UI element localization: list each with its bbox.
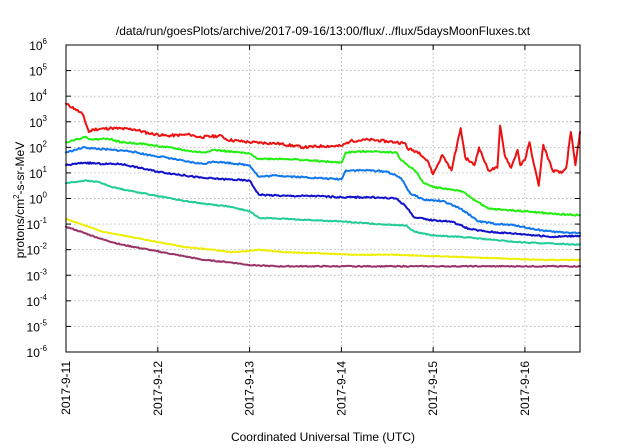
x-tick-labels: 2017-9-11 2017-9-12 2017-9-13 2017-9-14 2017… (59, 361, 532, 416)
y-tick-base: 10 (29, 65, 43, 79)
flux-series-4 (65, 161, 581, 239)
x-tick-label: 2017-9-13 (243, 361, 257, 416)
y-tick-exponent: -1 (40, 216, 48, 225)
y-tick-label: 10-1 (27, 216, 48, 232)
y-tick-exponent: 2 (43, 139, 48, 148)
y-axis-label-sup: 2 (12, 194, 21, 199)
y-tick-label: 100 (29, 191, 47, 207)
y-tick-exponent: -6 (40, 344, 48, 353)
axis-ticks (65, 44, 580, 353)
y-tick-base: 10 (27, 295, 41, 309)
y-tick-base: 10 (29, 39, 43, 53)
grid-lines (66, 45, 580, 352)
y-tick-exponent: -5 (40, 318, 48, 327)
y-tick-exponent: 4 (43, 88, 48, 97)
y-tick-label: 10-5 (27, 318, 48, 334)
y-tick-base: 10 (27, 269, 41, 283)
chart-title: /data/run/goesPlots/archive/2017-09-16/1… (116, 24, 531, 38)
y-tick-exponent: 0 (43, 191, 48, 200)
y-tick-exponent: -3 (40, 267, 48, 276)
y-tick-base: 10 (27, 218, 41, 232)
y-tick-label: 103 (29, 114, 47, 130)
y-tick-base: 10 (29, 193, 43, 207)
flux-series-3 (65, 146, 581, 235)
y-axis-label-base: protons/cm (13, 199, 27, 258)
x-axis-label: Coordinated Universal Time (UTC) (231, 430, 415, 444)
x-tick-label: 2017-9-16 (518, 361, 532, 416)
y-tick-exponent: 6 (43, 37, 48, 46)
flux-series-6 (65, 218, 581, 262)
y-tick-exponent: 1 (43, 165, 48, 174)
series-lines (65, 102, 581, 268)
y-tick-label: 10-2 (27, 242, 48, 258)
y-tick-base: 10 (27, 346, 41, 360)
flux-series-5 (65, 179, 581, 246)
x-tick-label: 2017-9-14 (334, 361, 348, 416)
y-tick-exponent: 5 (43, 63, 48, 72)
y-tick-label: 10-4 (27, 293, 48, 309)
y-tick-exponent: 3 (43, 114, 48, 123)
y-tick-label: 102 (29, 139, 47, 155)
x-tick-label: 2017-9-12 (151, 361, 165, 416)
y-tick-label: 104 (29, 88, 47, 104)
y-tick-exponent: -2 (40, 242, 48, 251)
y-tick-label: 106 (29, 37, 47, 53)
y-tick-labels: 10-610-510-410-310-210-11001011021031041… (27, 37, 48, 360)
y-tick-label: 10-3 (27, 267, 48, 283)
flux-series-1 (65, 102, 581, 187)
y-axis-label-rest: -s-sr-MeV (13, 142, 27, 195)
flux-series-7 (65, 225, 581, 268)
y-tick-base: 10 (27, 320, 41, 334)
y-tick-base: 10 (29, 116, 43, 130)
y-tick-base: 10 (27, 244, 41, 258)
y-tick-base: 10 (29, 90, 43, 104)
flux-series-2 (65, 135, 581, 217)
y-tick-label: 105 (29, 63, 47, 79)
y-tick-label: 10-6 (27, 344, 48, 360)
y-tick-base: 10 (29, 167, 43, 181)
x-tick-label: 2017-9-15 (426, 361, 440, 416)
y-tick-base: 10 (29, 141, 43, 155)
y-tick-label: 101 (29, 165, 47, 181)
y-tick-exponent: -4 (40, 293, 48, 302)
y-axis-label: protons/cm2-s-sr-MeV (12, 142, 27, 258)
x-tick-label: 2017-9-11 (59, 361, 73, 415)
